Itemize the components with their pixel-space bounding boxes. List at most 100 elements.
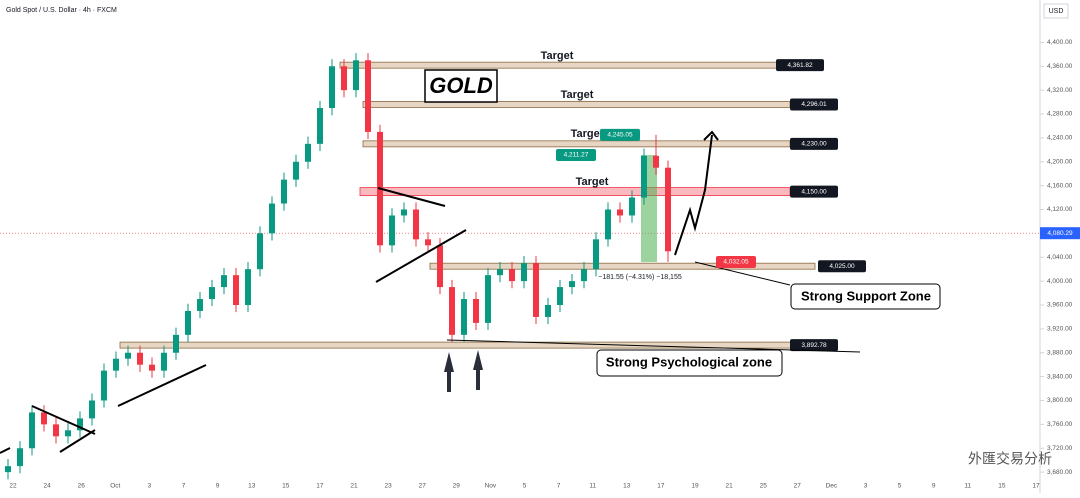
trendline xyxy=(0,447,11,454)
candle-body xyxy=(113,358,119,371)
candle-body xyxy=(233,275,239,305)
y-tick-label: 4,360.00 xyxy=(1047,63,1073,70)
x-tick-label: Nov xyxy=(485,483,497,490)
candle-body xyxy=(329,66,335,109)
candle-body xyxy=(29,412,35,449)
candle-body xyxy=(641,155,647,198)
target-label: Target xyxy=(576,176,609,188)
candle-body xyxy=(653,155,659,168)
arrow-head xyxy=(703,130,719,141)
candle-body xyxy=(461,299,467,335)
candle-body xyxy=(593,239,599,270)
y-tick-label: 3,960.00 xyxy=(1047,302,1073,309)
x-tick-label: 23 xyxy=(384,483,392,490)
watermark: 外匯交易分析 xyxy=(968,451,1052,467)
pointer xyxy=(694,261,791,286)
candle-body xyxy=(569,281,575,288)
candle-body xyxy=(317,108,323,144)
overlay-title: GOLD xyxy=(429,73,493,98)
chart-title: Gold Spot / U.S. Dollar · 4h · FXCM xyxy=(6,7,117,14)
zone xyxy=(339,61,786,69)
x-tick-label: 3 xyxy=(148,483,152,490)
x-tick-label: 27 xyxy=(419,483,427,490)
candle-body xyxy=(425,239,431,246)
x-tick-label: 15 xyxy=(998,483,1006,490)
candle-body xyxy=(209,287,215,300)
candle-body xyxy=(617,209,623,216)
price-tag-label: 4,211.27 xyxy=(564,152,589,159)
level-tag xyxy=(790,98,838,111)
target-label: Target xyxy=(571,128,604,140)
x-tick-label: 22 xyxy=(9,483,17,490)
level-tag-label: 4,150.00 xyxy=(801,188,827,195)
level-tag-label: 4,230.00 xyxy=(801,141,827,148)
y-tick-label: 3,840.00 xyxy=(1047,373,1073,380)
price-tag xyxy=(556,149,596,162)
x-tick-label: 3 xyxy=(864,483,868,490)
price-tag xyxy=(716,255,756,268)
target-label: Target xyxy=(541,50,574,62)
candle-body xyxy=(305,143,311,162)
candle-body xyxy=(665,167,671,252)
level-tag-label: 4,025.00 xyxy=(829,263,855,270)
candle-body xyxy=(77,418,83,431)
y-tick-label: 4,200.00 xyxy=(1047,158,1073,165)
level-tag xyxy=(790,339,838,352)
candle-body xyxy=(197,299,203,311)
x-tick-label: 9 xyxy=(932,483,936,490)
x-tick-label: 29 xyxy=(453,483,461,490)
x-tick-label: 7 xyxy=(182,483,186,490)
candle-body xyxy=(401,209,407,216)
candle-body xyxy=(173,334,179,353)
candle-body xyxy=(365,60,371,132)
candle-body xyxy=(521,263,527,282)
x-tick-label: 17 xyxy=(657,483,665,490)
candle-body xyxy=(65,430,71,437)
y-tick-label: 4,240.00 xyxy=(1047,135,1073,142)
y-tick-label: 3,720.00 xyxy=(1047,445,1073,452)
y-tick-label: 4,040.00 xyxy=(1047,254,1073,261)
x-tick-label: 27 xyxy=(794,483,802,490)
x-tick-label: 17 xyxy=(316,483,324,490)
x-tick-label: 5 xyxy=(898,483,902,490)
currency-box xyxy=(1043,3,1069,19)
zone xyxy=(359,187,791,196)
candle-body xyxy=(413,209,419,240)
drawings xyxy=(0,130,861,454)
y-tick-label: 4,160.00 xyxy=(1047,182,1073,189)
price-tag-label: 4,245.05 xyxy=(607,132,633,139)
candle-body xyxy=(185,310,191,335)
x-tick-label: 9 xyxy=(216,483,220,490)
x-tick-label: 24 xyxy=(43,483,51,490)
level-tag-label: 4,296.01 xyxy=(801,101,827,108)
zones: 4,361.82 4,296.01 4,230.00 4,150.00 4,025.00… xyxy=(0,50,1040,352)
candle-body xyxy=(545,304,551,317)
candle-body xyxy=(557,287,563,305)
candle-body xyxy=(509,269,515,282)
x-tick-label: 25 xyxy=(760,483,768,490)
candle-body xyxy=(473,299,479,323)
level-tag xyxy=(790,137,838,150)
zone xyxy=(429,262,816,270)
candle-body xyxy=(137,352,143,365)
candle-body xyxy=(149,364,155,371)
x-tick-label: 7 xyxy=(557,483,561,490)
x-tick-label: 11 xyxy=(964,483,971,490)
x-tick-label: 21 xyxy=(350,483,358,490)
candle-body xyxy=(497,269,503,276)
x-tick-label: Dec xyxy=(826,483,838,490)
y-tick-label: 4,320.00 xyxy=(1047,87,1073,94)
last-price-label: 4,080.29 xyxy=(1047,230,1073,237)
x-tick-label: Oct xyxy=(110,483,120,490)
y-tick-label: 3,880.00 xyxy=(1047,349,1073,356)
candle-body xyxy=(245,269,251,305)
x-tick-label: 13 xyxy=(248,483,256,490)
x-tick-label: 15 xyxy=(282,483,290,490)
callout-box xyxy=(790,283,941,310)
candle-body xyxy=(341,66,347,91)
y-tick-label: 4,000.00 xyxy=(1047,278,1073,285)
y-tick-label: 4,400.00 xyxy=(1047,39,1073,46)
candle-body xyxy=(485,275,491,323)
